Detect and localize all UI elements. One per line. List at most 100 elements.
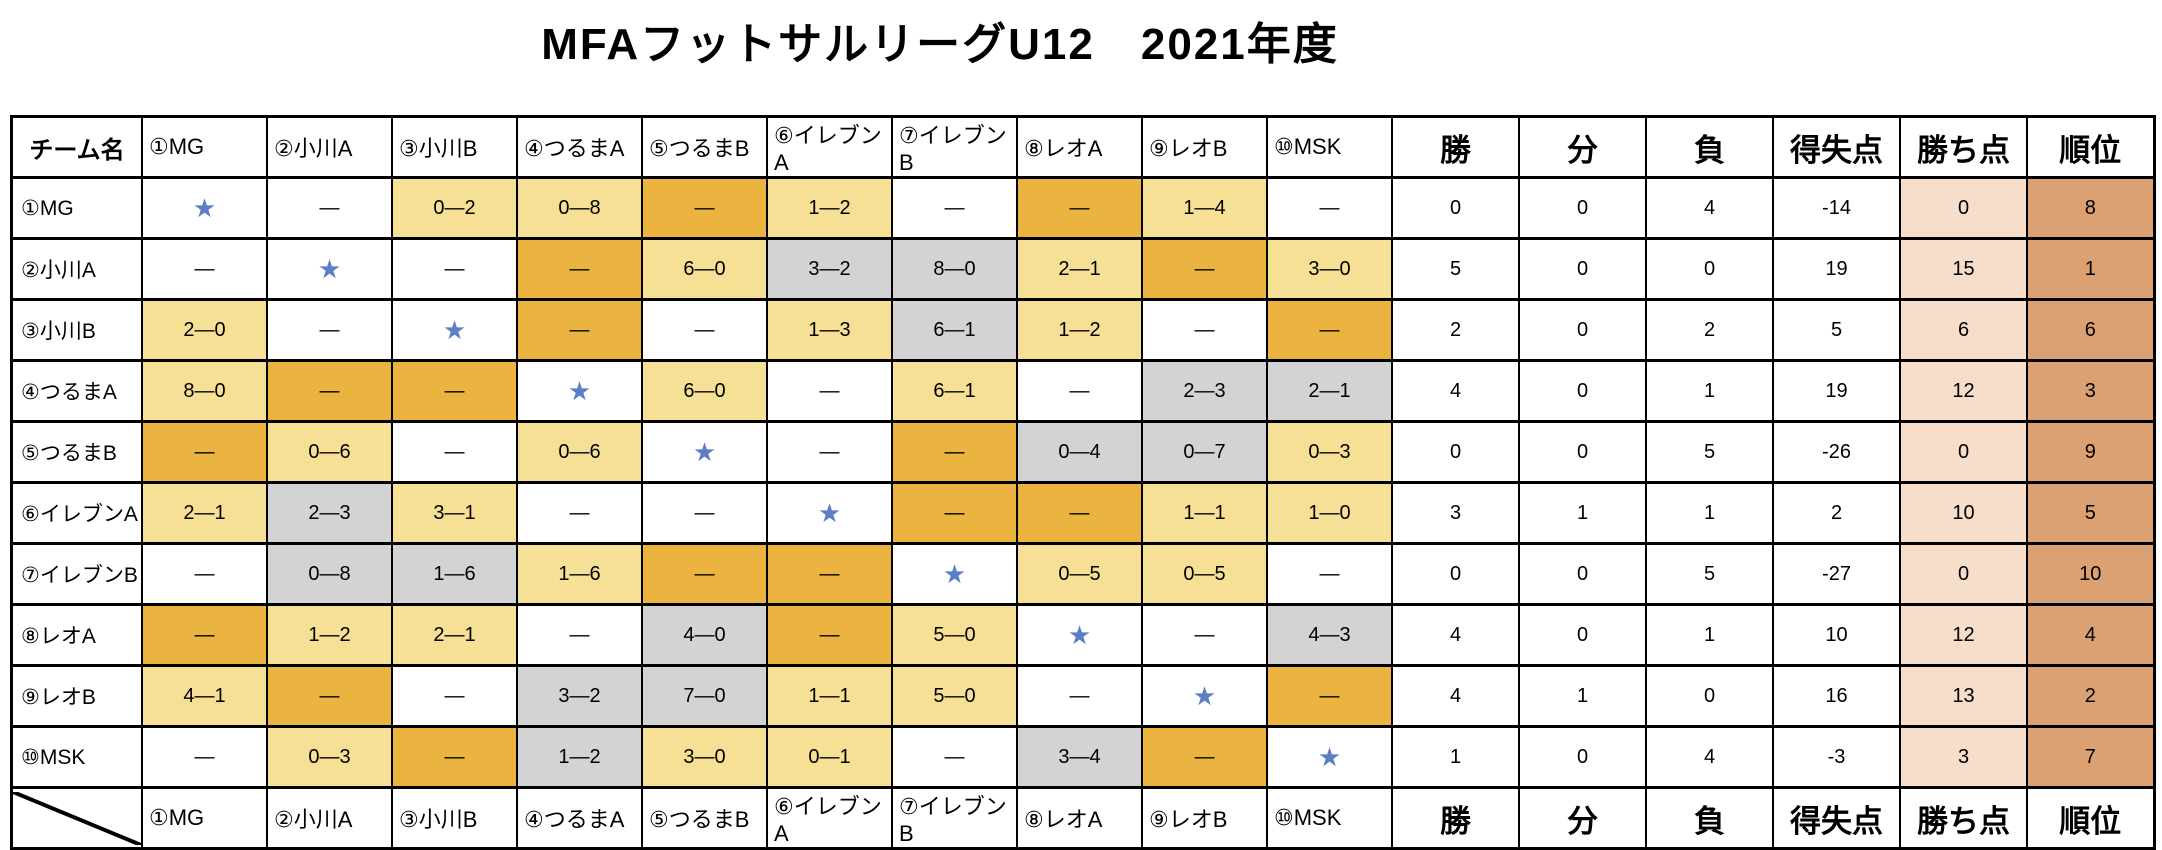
footer-header-team: ⑨レオB bbox=[1141, 786, 1268, 850]
table-row: ③小川B 2―0 ― ★ ― ― 1―3 6―1 1―2 ― ― 2 0 2 5 6 6 bbox=[10, 298, 2155, 362]
goal-diff-cell: -27 bbox=[1772, 542, 1901, 606]
result-cell: 2―1 bbox=[1266, 359, 1393, 423]
result-cell: 8―0 bbox=[141, 359, 268, 423]
column-header-summary: 負 bbox=[1645, 115, 1774, 179]
rank-cell: 6 bbox=[2026, 298, 2155, 362]
column-header-summary: 得失点 bbox=[1772, 115, 1901, 179]
column-header-team: ⑨レオB bbox=[1141, 115, 1268, 179]
wins-cell: 4 bbox=[1391, 603, 1520, 667]
team-name-cell: ⑦イレブンB bbox=[10, 542, 143, 606]
points-cell: 0 bbox=[1899, 176, 2028, 240]
rank-cell: 10 bbox=[2026, 542, 2155, 606]
column-header-summary: 順位 bbox=[2026, 115, 2155, 179]
wins-cell: 0 bbox=[1391, 176, 1520, 240]
team-name-cell: ①MG bbox=[10, 176, 143, 240]
goal-diff-cell: 19 bbox=[1772, 359, 1901, 423]
wins-cell: 0 bbox=[1391, 420, 1520, 484]
result-cell: 1―0 bbox=[1266, 481, 1393, 545]
points-cell: 0 bbox=[1899, 542, 2028, 606]
result-cell: 4―0 bbox=[641, 603, 768, 667]
result-cell: 1―3 bbox=[766, 298, 893, 362]
footer-row: ①MG ②小川A ③小川B ④つるまA ⑤つるまB ⑥イレブンA ⑦イレブンB ⑧レオA ⑨レオ… bbox=[10, 786, 2155, 850]
draws-cell: 0 bbox=[1518, 725, 1647, 789]
result-cell: 6―1 bbox=[891, 298, 1018, 362]
losses-cell: 1 bbox=[1645, 481, 1774, 545]
result-cell: 1―6 bbox=[516, 542, 643, 606]
column-header-team: ⑥イレブンA bbox=[766, 115, 893, 179]
losses-cell: 5 bbox=[1645, 542, 1774, 606]
table-row: ⑨レオB 4―1 ― ― 3―2 7―0 1―1 5―0 ― ★ ― 4 1 0 16 13 2 bbox=[10, 664, 2155, 728]
draws-cell: 0 bbox=[1518, 603, 1647, 667]
result-cell: 3―0 bbox=[641, 725, 768, 789]
result-cell: ― bbox=[266, 298, 393, 362]
result-cell: ★ bbox=[1266, 725, 1393, 789]
footer-header-team: ⑤つるまB bbox=[641, 786, 768, 850]
goal-diff-cell: 19 bbox=[1772, 237, 1901, 301]
result-cell: 7―0 bbox=[641, 664, 768, 728]
result-cell: ― bbox=[641, 176, 768, 240]
result-cell: ― bbox=[641, 298, 768, 362]
result-cell: ― bbox=[391, 237, 518, 301]
column-header-summary: 勝ち点 bbox=[1899, 115, 2028, 179]
goal-diff-cell: -14 bbox=[1772, 176, 1901, 240]
team-name-cell: ⑧レオA bbox=[10, 603, 143, 667]
losses-cell: 0 bbox=[1645, 664, 1774, 728]
result-cell: 0―5 bbox=[1016, 542, 1143, 606]
result-cell: 3―2 bbox=[516, 664, 643, 728]
wins-cell: 1 bbox=[1391, 725, 1520, 789]
result-cell: 0―4 bbox=[1016, 420, 1143, 484]
result-cell: ― bbox=[1266, 298, 1393, 362]
result-cell: ★ bbox=[141, 176, 268, 240]
result-cell: ― bbox=[391, 664, 518, 728]
goal-diff-cell: -3 bbox=[1772, 725, 1901, 789]
losses-cell: 0 bbox=[1645, 237, 1774, 301]
result-cell: 2―1 bbox=[141, 481, 268, 545]
result-cell: 0―1 bbox=[766, 725, 893, 789]
points-cell: 10 bbox=[1899, 481, 2028, 545]
column-header-team: ⑦イレブンB bbox=[891, 115, 1018, 179]
result-cell: 4―1 bbox=[141, 664, 268, 728]
rank-cell: 7 bbox=[2026, 725, 2155, 789]
goal-diff-cell: -26 bbox=[1772, 420, 1901, 484]
draws-cell: 0 bbox=[1518, 176, 1647, 240]
result-cell: ― bbox=[766, 359, 893, 423]
result-cell: 1―2 bbox=[1016, 298, 1143, 362]
result-cell: ― bbox=[391, 725, 518, 789]
result-cell: ― bbox=[141, 237, 268, 301]
result-cell: 6―0 bbox=[641, 237, 768, 301]
result-cell: 1―1 bbox=[1141, 481, 1268, 545]
wins-cell: 5 bbox=[1391, 237, 1520, 301]
column-header-team: ⑧レオA bbox=[1016, 115, 1143, 179]
result-cell: 3―2 bbox=[766, 237, 893, 301]
result-cell: 5―0 bbox=[891, 603, 1018, 667]
result-cell: 1―6 bbox=[391, 542, 518, 606]
result-cell: 2―1 bbox=[1016, 237, 1143, 301]
points-cell: 15 bbox=[1899, 237, 2028, 301]
column-header-team: ⑩MSK bbox=[1266, 115, 1393, 179]
result-cell: 1―1 bbox=[766, 664, 893, 728]
footer-header-team: ①MG bbox=[141, 786, 268, 850]
table-row: ⑤つるまB ― 0―6 ― 0―6 ★ ― ― 0―4 0―7 0―3 0 0 5 -26 0 9 bbox=[10, 420, 2155, 484]
result-cell: 3―0 bbox=[1266, 237, 1393, 301]
result-cell: ★ bbox=[641, 420, 768, 484]
draws-cell: 1 bbox=[1518, 481, 1647, 545]
footer-header-summary: 勝ち点 bbox=[1899, 786, 2028, 850]
result-cell: ― bbox=[891, 725, 1018, 789]
footer-header-summary: 分 bbox=[1518, 786, 1647, 850]
losses-cell: 1 bbox=[1645, 359, 1774, 423]
result-cell: ― bbox=[1141, 237, 1268, 301]
result-cell: 0―8 bbox=[516, 176, 643, 240]
draws-cell: 0 bbox=[1518, 359, 1647, 423]
result-cell: ― bbox=[1141, 725, 1268, 789]
result-cell: 4―3 bbox=[1266, 603, 1393, 667]
diagonal-corner-cell bbox=[10, 786, 143, 850]
losses-cell: 4 bbox=[1645, 176, 1774, 240]
column-header-summary: 勝 bbox=[1391, 115, 1520, 179]
draws-cell: 0 bbox=[1518, 298, 1647, 362]
rank-cell: 8 bbox=[2026, 176, 2155, 240]
result-cell: 2―3 bbox=[266, 481, 393, 545]
rank-cell: 1 bbox=[2026, 237, 2155, 301]
losses-cell: 4 bbox=[1645, 725, 1774, 789]
rank-cell: 9 bbox=[2026, 420, 2155, 484]
result-cell: 5―0 bbox=[891, 664, 1018, 728]
